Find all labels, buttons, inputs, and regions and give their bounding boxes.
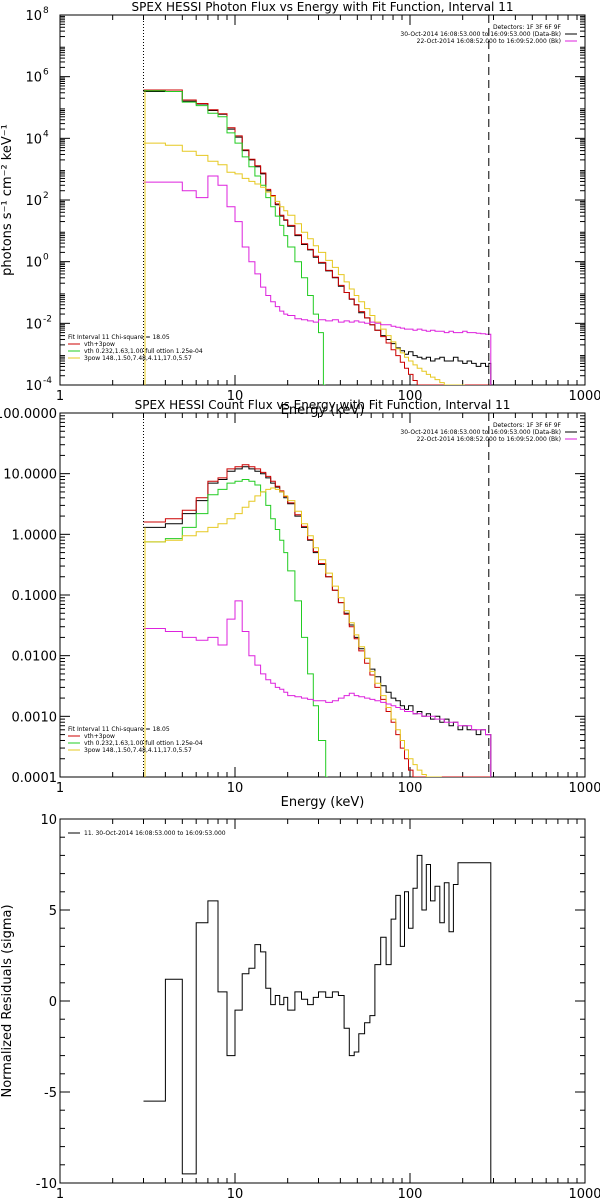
y-tick-label: 0.0001 [12,771,58,786]
legend-entry: Detectors: 1F 3F 6F 9F [493,24,562,31]
y-tick-exponent: -2 [43,314,52,324]
y-tick-label: 10 [25,317,42,332]
x-tick-label: 1000 [568,781,600,796]
series-line-1 [143,464,491,777]
y-tick-label: 10.0000 [3,468,57,483]
legend-entry: 22-Oct-2014 16:08:52.000 to 16:09:52.000… [417,38,561,45]
y-tick-label: 10 [25,194,42,209]
legend-entry: vth+3pow [84,733,115,740]
legend-entry: Detectors: 1F 3F 6F 9F [493,422,562,429]
x-tick-label: 10 [227,389,244,404]
y-tick-label: 0.0100 [12,650,58,665]
plot-frame [59,818,586,1184]
legend-entry: vth 0.232,1.63,1.00 full ottion 1.25e-04 [84,740,203,747]
x-tick-label: 100 [398,781,423,796]
x-tick-label: 100 [398,1187,423,1200]
series-line-0 [143,466,492,777]
series-line-0 [143,854,492,1183]
x-tick-label: 10 [227,781,244,796]
y-tick-exponent: 6 [43,68,49,78]
series-line-2 [143,479,328,777]
y-tick-label: 10 [25,71,42,86]
legend-entry: 3pow 148.,1.50,7.48,4.11,17.0,5.57 [84,355,192,362]
x-tick-label: 1000 [568,389,600,404]
y-tick-label: 0.0010 [12,710,58,725]
y-tick-label: 10 [25,256,42,271]
y-tick-exponent: 2 [43,191,49,201]
y-tick-label: 10 [25,9,42,24]
legend-entry: 3pow 148.,1.50,7.48,4.11,17.0,5.57 [84,747,192,754]
series-line-3 [143,142,465,385]
x-tick-label: 1 [56,389,64,404]
x-tick-label: 1 [56,781,64,796]
y-tick-label: 10 [25,379,42,394]
x-tick-label: 1000 [568,1187,600,1200]
chart-title: SPEX HESSI Photon Flux vs Energy with Fi… [132,0,514,14]
y-tick-label: 100.0000 [0,407,57,422]
y-tick-exponent: 0 [43,253,49,263]
x-tick-label: 1 [56,1187,64,1200]
series-line-4 [143,600,492,777]
series-line-1 [143,89,491,385]
y-axis-label: Normalized Residuals (sigma) [0,904,15,1097]
legend-entry: vth+3pow [84,341,115,348]
y-tick-exponent: 8 [43,6,49,16]
legend-entry: Fit Interval 11 Chi-square = 18.05 [68,334,170,341]
y-tick-exponent: 4 [43,129,49,139]
y-tick-label: 10 [40,813,57,828]
legend-entry: vth 0.232,1.63,1.00 full ottion 1.25e-04 [84,348,203,355]
legend-entry: Fit Interval 11 Chi-square = 18.05 [68,726,170,733]
plot-frame [59,412,586,778]
y-tick-exponent: -4 [43,376,52,386]
y-tick-label: 0.1000 [12,589,58,604]
y-tick-label: -10 [36,1177,57,1192]
legend-entry: 22-Oct-2014 16:08:52.000 to 16:09:52.000… [417,436,561,443]
plot-frame [59,14,586,386]
photon-flux-panel: SPEX HESSI Photon Flux vs Energy with Fi… [0,0,600,418]
series-line-2 [143,90,326,385]
legend-entry: 11. 30-Oct-2014 16:08:53.000 to 16:09:53… [84,830,226,837]
y-tick-label: 5 [49,904,57,919]
count-flux-panel: SPEX HESSI Count Flux vs Energy with Fit… [0,398,600,810]
series-line-4 [143,175,492,385]
y-tick-label: 10 [25,132,42,147]
legend-entry: 30-Oct-2014 16:08:53.000 to 16:09:53.000… [400,429,561,436]
series-line-3 [143,487,442,777]
y-tick-label: -5 [44,1086,57,1101]
x-tick-label: 100 [398,389,423,404]
x-tick-label: 10 [227,1187,244,1200]
x-axis-label: Energy (keV) [281,403,365,418]
x-axis-label: Energy (keV) [281,795,365,810]
y-axis-label: photons s⁻¹ cm⁻² keV⁻¹ [0,124,15,276]
legend-entry: 30-Oct-2014 16:08:53.000 to 16:09:53.000… [400,31,561,38]
y-tick-label: 1.0000 [12,528,58,543]
y-tick-label: 0 [49,995,57,1010]
series-line-0 [143,91,492,385]
chart-title: SPEX HESSI Count Flux vs Energy with Fit… [135,398,511,412]
